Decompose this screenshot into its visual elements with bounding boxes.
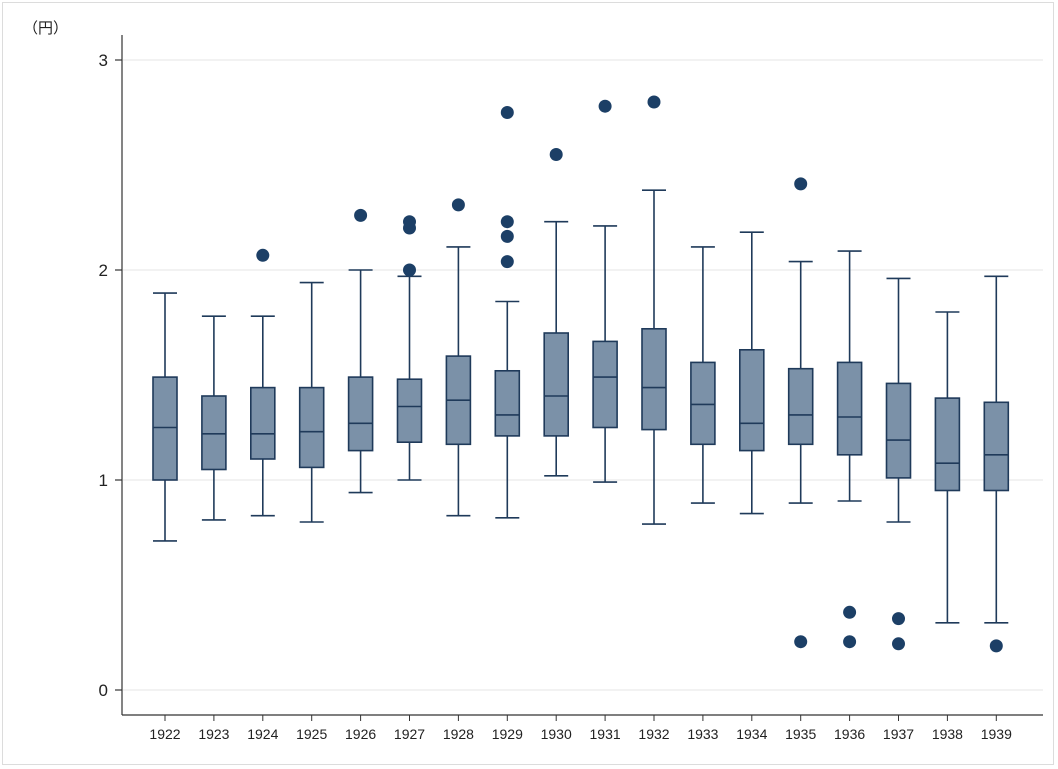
axes: （円） (23, 19, 1043, 716)
box-group-1928 (445, 198, 472, 517)
iqr-box (983, 401, 1010, 492)
x-tick-label: 1928 (443, 726, 474, 742)
x-tick-label: 1925 (296, 726, 327, 742)
box-group-1935 (787, 177, 814, 649)
iqr-box (396, 378, 423, 444)
iqr-box (543, 332, 570, 437)
box-group-1939 (983, 275, 1010, 653)
iqr-box (494, 369, 521, 437)
box-group-1929 (494, 106, 521, 519)
x-ticks: 1922 1923 1924 1925 1926 1927 1928 1929 1930 1931… (149, 715, 1012, 742)
x-tick-label: 1927 (394, 726, 425, 742)
box-group-1922 (152, 292, 178, 542)
iqr-box (934, 397, 961, 492)
x-tick-label: 1935 (785, 726, 816, 742)
iqr-box (787, 367, 814, 446)
outlier-point (794, 635, 808, 649)
x-tick-label: 1930 (541, 726, 572, 742)
x-tick-label: 1923 (198, 726, 229, 742)
iqr-box (836, 361, 863, 456)
outlier-point (989, 639, 1003, 653)
iqr-box (250, 386, 276, 460)
outlier-point (647, 95, 661, 109)
box-group-1937 (885, 277, 912, 651)
y-tick-label: 2 (99, 261, 108, 280)
y-tick-label: 3 (99, 51, 108, 70)
iqr-box (592, 340, 618, 429)
iqr-box (347, 376, 374, 452)
box-group-1930 (543, 148, 570, 477)
outlier-point (892, 612, 905, 626)
x-tick-label: 1926 (345, 726, 376, 742)
gridlines (123, 59, 1043, 691)
outlier-point (500, 255, 514, 269)
x-tick-label: 1934 (736, 726, 767, 742)
iqr-box (152, 376, 178, 481)
x-tick-label: 1932 (638, 726, 669, 742)
y-axis-unit-label: （円） (23, 19, 68, 37)
outlier-point (500, 215, 514, 229)
box-group-1927 (396, 215, 423, 481)
box-group-1931 (592, 99, 618, 483)
x-tick-label: 1931 (590, 726, 621, 742)
iqr-box (690, 361, 716, 446)
outlier-point (500, 229, 514, 243)
iqr-box (738, 348, 765, 452)
box-group-1925 (298, 281, 325, 523)
x-tick-label: 1936 (834, 726, 865, 742)
y-ticks: 0 1 2 3 (99, 51, 122, 700)
iqr-box (641, 327, 667, 431)
x-tick-label: 1938 (932, 726, 963, 742)
outlier-point (598, 99, 612, 113)
outlier-point (256, 248, 270, 262)
iqr-box (298, 386, 325, 469)
box-group-1934 (738, 231, 765, 515)
outlier-point (451, 198, 465, 212)
box-group-1932 (641, 95, 667, 525)
box-group-1923 (201, 315, 227, 521)
x-tick-label: 1933 (687, 726, 718, 742)
x-tick-label: 1929 (492, 726, 523, 742)
x-tick-label: 1937 (883, 726, 914, 742)
y-tick-label: 1 (99, 471, 108, 490)
outlier-point (892, 637, 905, 651)
iqr-box (885, 382, 912, 479)
outlier-point (794, 177, 808, 191)
x-tick-label: 1924 (247, 726, 278, 742)
box-group-1938 (934, 311, 961, 624)
outlier-point (403, 215, 416, 229)
boxes (152, 95, 1010, 653)
x-tick-label: 1939 (981, 726, 1012, 742)
box-group-1936 (836, 250, 863, 649)
x-tick-label: 1922 (149, 726, 180, 742)
box-group-1933 (690, 246, 716, 504)
y-tick-label: 0 (99, 681, 108, 700)
outlier-point (354, 208, 368, 222)
outlier-point (843, 635, 857, 649)
outlier-point (403, 263, 416, 277)
outlier-point (500, 106, 514, 119)
outlier-point (549, 148, 563, 161)
outlier-point (843, 605, 857, 619)
box-group-1924 (250, 248, 276, 517)
box-group-1926 (347, 208, 374, 494)
iqr-box (201, 395, 227, 471)
